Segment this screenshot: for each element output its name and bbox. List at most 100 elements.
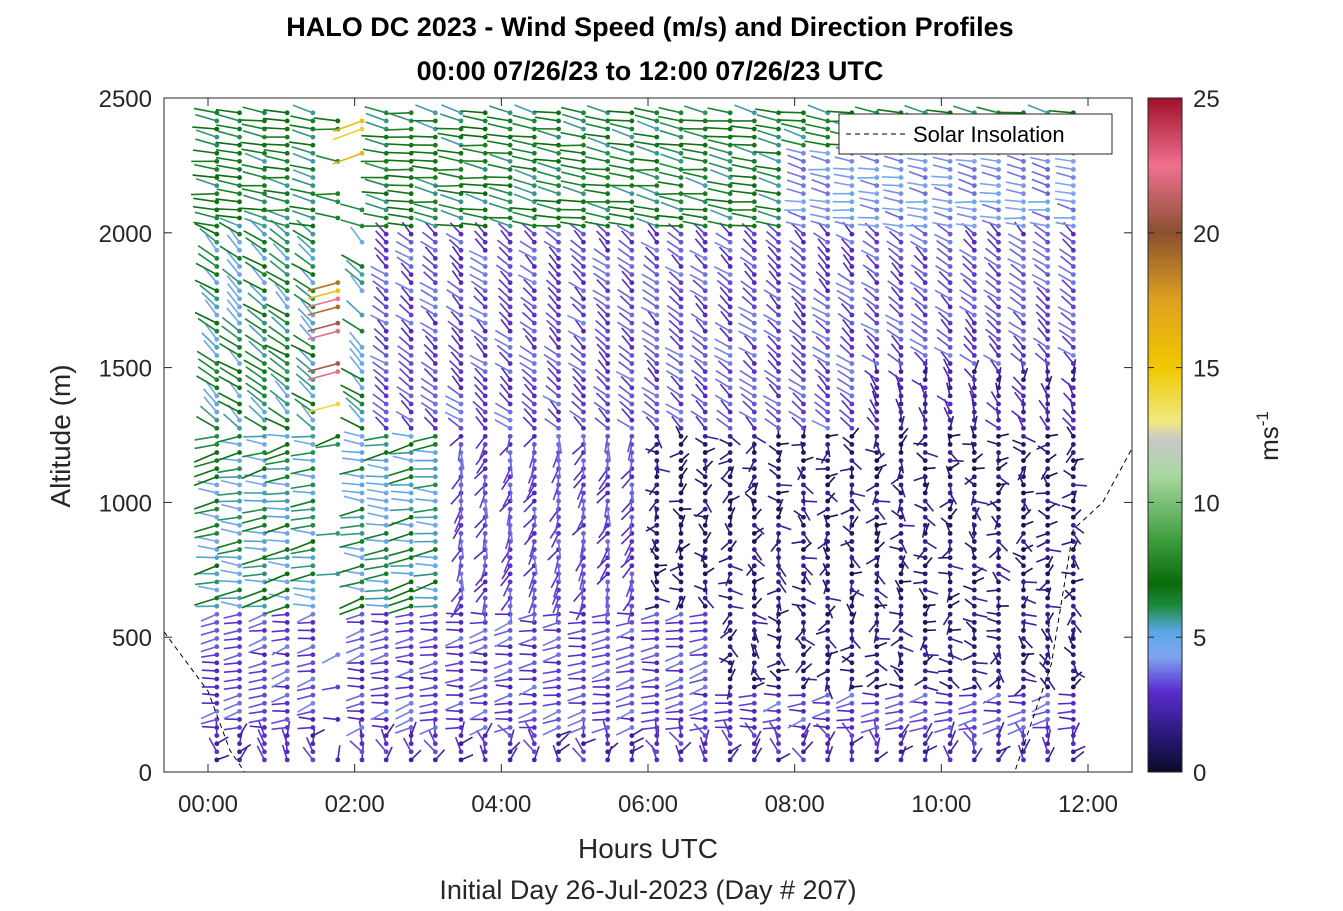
wind-barb-dot (776, 749, 781, 755)
wind-barb (321, 686, 338, 691)
wind-barb (268, 236, 288, 251)
wind-barb (281, 728, 288, 744)
wind-barb-dot (482, 118, 488, 124)
wind-barb (264, 548, 288, 558)
wind-barb (268, 325, 288, 340)
wind-barb-dot (458, 757, 464, 763)
wind-barb (292, 587, 313, 591)
wind-barb (714, 346, 731, 357)
wind-barb-dot (898, 692, 904, 698)
wind-barb (192, 174, 217, 179)
wind-barb (267, 366, 288, 381)
wind-barb-dot (801, 385, 806, 391)
wind-barb-dot (801, 417, 806, 423)
wind-barb (606, 119, 632, 122)
wind-barb (739, 708, 755, 713)
wind-barb-dot (971, 393, 977, 399)
wind-barb (657, 115, 682, 122)
wind-barb-dot (922, 304, 928, 310)
wind-barb (729, 135, 755, 138)
wind-barb-dot (922, 563, 928, 569)
wind-barb-dot (262, 158, 267, 164)
wind-barb-dot (359, 644, 365, 650)
wind-barb-dot (776, 296, 781, 302)
wind-barb (196, 415, 218, 429)
wind-barb-dot (432, 442, 438, 447)
wind-barb-dot (458, 708, 464, 714)
wind-barb-dot (335, 433, 341, 439)
wind-barb (361, 134, 387, 138)
wind-barb (420, 240, 436, 252)
wind-barb-dot (922, 587, 928, 593)
wind-barb (216, 435, 240, 443)
wind-barb (271, 718, 288, 725)
wind-barb-dot (702, 579, 708, 585)
wind-barb (593, 248, 609, 260)
wind-barb-dot (971, 336, 977, 342)
wind-barb (424, 351, 436, 365)
wind-barb (345, 259, 363, 276)
wind-barb (542, 702, 559, 707)
wind-barb-dot (581, 134, 586, 140)
wind-barb-dot (727, 539, 733, 544)
wind-barb (744, 351, 755, 365)
wind-barb-dot (507, 142, 513, 148)
wind-barb (241, 597, 265, 609)
wind-barb-dot (507, 191, 513, 197)
wind-barb-dot (262, 506, 267, 512)
wind-barb (567, 629, 584, 636)
wind-barb-dot (922, 547, 928, 552)
wind-barb-dot (335, 304, 341, 310)
wind-barb (365, 522, 387, 527)
wind-barb (714, 378, 731, 389)
wind-barb-dot (262, 401, 267, 407)
wind-barb (689, 289, 706, 300)
wind-barb-dot (825, 749, 831, 755)
wind-barb-dot (214, 223, 220, 229)
wind-barb (606, 598, 610, 616)
wind-barb-dot (776, 571, 781, 577)
wind-barb-dot (801, 450, 806, 455)
wind-barb (248, 710, 265, 715)
wind-barb-dot (776, 215, 781, 221)
wind-barb (349, 355, 363, 373)
wind-barb-dot (458, 336, 464, 342)
wind-barb (567, 662, 584, 667)
wind-barb-dot (383, 482, 389, 488)
wind-barb (420, 385, 436, 397)
wind-barb (548, 326, 560, 340)
wind-barb (591, 710, 608, 714)
wind-barb-dot (801, 474, 806, 480)
wind-barb-dot (801, 749, 806, 755)
wind-barb (293, 439, 314, 446)
wind-barb-dot (678, 336, 684, 342)
wind-barb-dot (383, 401, 389, 407)
wind-barb-dot (776, 312, 781, 318)
wind-barb-dot (825, 256, 831, 261)
wind-barb (390, 538, 412, 543)
wind-barb-dot (654, 377, 660, 383)
wind-barb-dot (262, 749, 267, 755)
wind-barb-dot (922, 595, 928, 601)
wind-barb-dot (849, 547, 855, 552)
wind-barb (542, 637, 559, 647)
wind-barb-dot (556, 158, 561, 164)
wind-barb (385, 112, 412, 115)
wind-barb-dot (678, 450, 684, 455)
wind-barb (297, 726, 313, 730)
wind-barb-dot (849, 563, 855, 569)
wind-barb-dot (605, 652, 611, 658)
wind-barb (218, 392, 240, 405)
wind-barb-dot (801, 272, 806, 277)
wind-barb-dot (678, 684, 684, 690)
wind-barb-dot (629, 231, 635, 237)
wind-barb-dot (408, 603, 414, 609)
wind-barb-dot (581, 757, 586, 763)
wind-barb-dot (678, 385, 684, 391)
wind-barb-dot (531, 660, 537, 666)
wind-barb (527, 525, 536, 541)
wind-barb-dot (310, 183, 316, 189)
wind-barb-dot (922, 199, 928, 205)
wind-barb (594, 328, 609, 340)
wind-barb-dot (237, 361, 242, 366)
